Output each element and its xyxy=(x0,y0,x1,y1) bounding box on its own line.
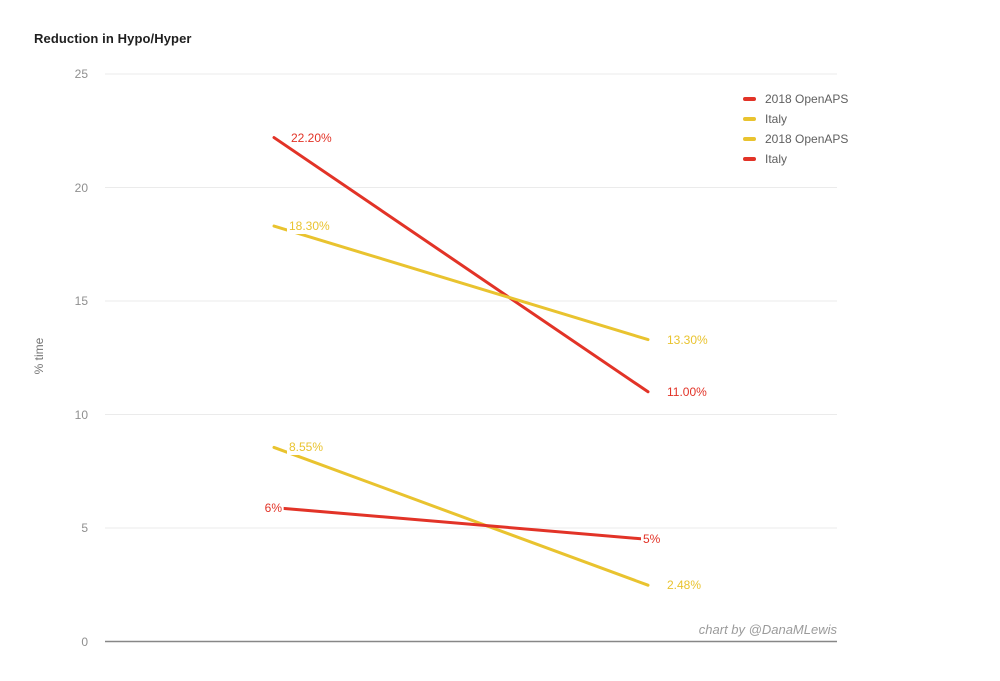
data-point-label: 2.48% xyxy=(665,577,704,594)
y-axis-title: % time xyxy=(32,337,46,375)
legend-label: Italy xyxy=(765,112,788,126)
legend-swatch xyxy=(743,97,756,101)
series-line xyxy=(272,506,650,541)
series-line xyxy=(272,224,650,342)
y-tick-label: 25 xyxy=(74,67,88,81)
y-tick-label: 0 xyxy=(81,634,88,649)
y-tick-label: 5 xyxy=(81,521,88,535)
legend-label: Italy xyxy=(765,152,788,166)
y-tick-label: 10 xyxy=(74,407,88,422)
chart-title: Reduction in Hypo/Hyper xyxy=(34,31,192,46)
legend-item: 2018 OpenAPS xyxy=(743,89,848,109)
data-point-label: 5% xyxy=(641,531,663,548)
data-point-label: 6% xyxy=(262,499,284,516)
legend: 2018 OpenAPS Italy 2018 OpenAPS Italy xyxy=(743,89,848,169)
series-line xyxy=(272,136,650,394)
legend-item: 2018 OpenAPS xyxy=(743,129,848,149)
y-tick-label: 15 xyxy=(74,294,88,308)
data-point-label: 11.00% xyxy=(665,383,709,400)
data-point-label: 22.20% xyxy=(289,129,334,146)
legend-swatch xyxy=(743,117,756,121)
data-point-label: 18.30% xyxy=(287,218,332,235)
legend-swatch xyxy=(743,137,756,141)
series-line xyxy=(272,445,650,587)
y-tick-label: 20 xyxy=(74,180,88,195)
legend-swatch xyxy=(743,157,756,161)
data-point-label: 13.30% xyxy=(665,331,710,348)
legend-item: Italy xyxy=(743,149,848,169)
legend-label: 2018 OpenAPS xyxy=(765,92,849,106)
legend-label: 2018 OpenAPS xyxy=(765,132,849,146)
attribution: chart by @DanaMLewis xyxy=(698,622,837,637)
legend-item: Italy xyxy=(743,109,848,129)
data-point-label: 8.55% xyxy=(287,439,326,456)
